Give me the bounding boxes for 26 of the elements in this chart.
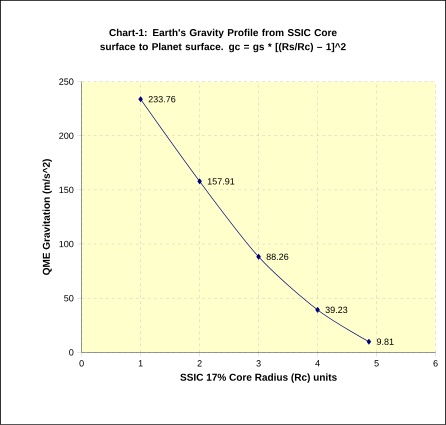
y-tick-label: 100: [59, 240, 74, 248]
point: [315, 307, 320, 313]
y-tick-label: 250: [59, 78, 74, 85]
x-tick-label: 5: [374, 360, 379, 366]
y-tick-label: 50: [64, 295, 74, 302]
point: [256, 254, 261, 260]
data-label: 233.76: [148, 96, 176, 102]
x-axis-title: SSIC 17% Core Radius (Rc) units: [180, 373, 337, 383]
data-label: 157.91: [208, 178, 234, 185]
x-tick-label: 0: [79, 360, 84, 367]
x-tick-label: 2: [198, 360, 202, 366]
y-tick-label: 150: [59, 186, 74, 194]
x-tick-label: 1: [138, 360, 143, 366]
data-label: 9.81: [376, 338, 394, 345]
y-tick-label: 0: [69, 349, 74, 356]
y-tick-label: 200: [59, 132, 74, 139]
x-tick-label: 3: [256, 360, 261, 367]
point: [366, 338, 372, 345]
chart-title: Chart-1: Earth's Gravity Profile from SSIC Core surface to Planet surface. gc = gs * [(Rs/Rc) – 1]^2: [100, 28, 346, 52]
point: [197, 178, 202, 184]
x-tick-label: 6: [434, 360, 438, 367]
x-tick-label: 4: [315, 360, 320, 366]
point: [138, 96, 143, 102]
data-label: 88.26: [266, 254, 288, 260]
y-axis-title: QME Gravitation (m/s^2): [42, 159, 52, 275]
data-label: 39.23: [325, 306, 348, 314]
